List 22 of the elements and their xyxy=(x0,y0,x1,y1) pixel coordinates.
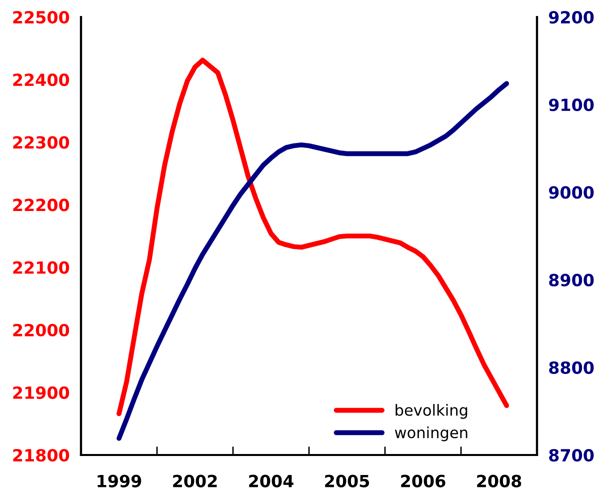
y-tick-label: 22000 xyxy=(13,324,70,336)
y-tick-label: 21900 xyxy=(13,386,70,399)
y-tick-label: 22100 xyxy=(13,261,70,274)
y2-tick-label: 8700 xyxy=(549,448,594,462)
x-tick-label: 2002 xyxy=(173,474,217,488)
y2-tick-label: 9100 xyxy=(548,98,594,112)
y2-tick-label: 9200 xyxy=(548,10,594,24)
y2-tick-label: 8800 xyxy=(549,361,594,374)
x-tick-label: 2004 xyxy=(249,474,294,488)
x-tick-label: 2005 xyxy=(325,474,370,488)
x-tick-label: 2006 xyxy=(401,474,446,488)
y2-tick-label: 8900 xyxy=(549,274,594,286)
y-tick-label: 22400 xyxy=(13,74,70,86)
y-tick-label: 21800 xyxy=(13,448,70,462)
x-tick-label: 1999 xyxy=(98,474,142,488)
legend-label: bevolking xyxy=(396,404,468,419)
y-tick-label: 22300 xyxy=(13,136,70,149)
y-tick-label: 22200 xyxy=(13,198,70,212)
y-tick-label: 22500 xyxy=(13,10,70,24)
y2-tick-label: 9000 xyxy=(548,186,594,199)
legend-label: woningen xyxy=(394,426,468,442)
x-tick-label: 2008 xyxy=(477,474,522,488)
